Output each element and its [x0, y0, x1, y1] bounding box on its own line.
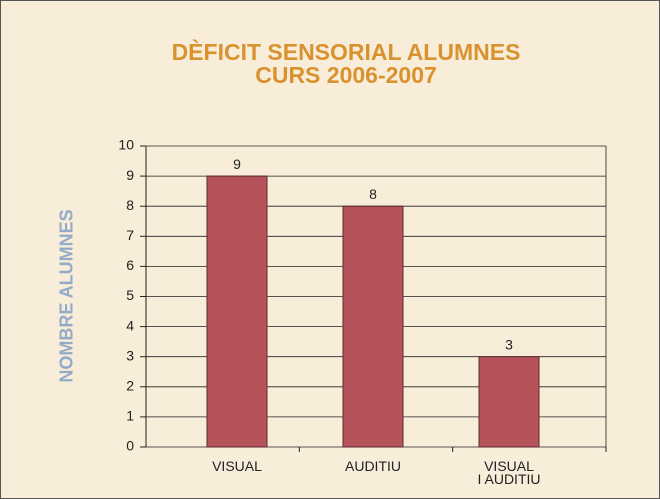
y-tick-label: 5 [126, 287, 134, 303]
x-tick-label: VISUAL [212, 458, 262, 474]
bar [342, 205, 404, 448]
y-tick-label: 1 [126, 408, 134, 424]
y-tick-label: 7 [126, 227, 134, 243]
data-label: 8 [369, 186, 377, 202]
y-tick-label: 0 [126, 438, 134, 454]
data-label: 3 [505, 336, 513, 352]
y-tick-label: 2 [126, 378, 134, 394]
bar [206, 175, 268, 448]
y-tick-label: 6 [126, 257, 134, 273]
y-tick-label: 8 [126, 197, 134, 213]
x-tick-label: VISUAL I AUDITIU [477, 458, 541, 487]
y-tick-label: 10 [118, 137, 134, 153]
y-tick-label: 4 [126, 317, 134, 333]
y-tick-label: 3 [126, 347, 134, 363]
data-label: 9 [233, 156, 241, 172]
x-tick-label: AUDITIU [345, 458, 401, 474]
y-tick-label: 9 [126, 167, 134, 183]
chart-title: DÈFICIT SENSORIAL ALUMNES CURS 2006-2007 [171, 39, 521, 88]
bar [478, 356, 540, 448]
